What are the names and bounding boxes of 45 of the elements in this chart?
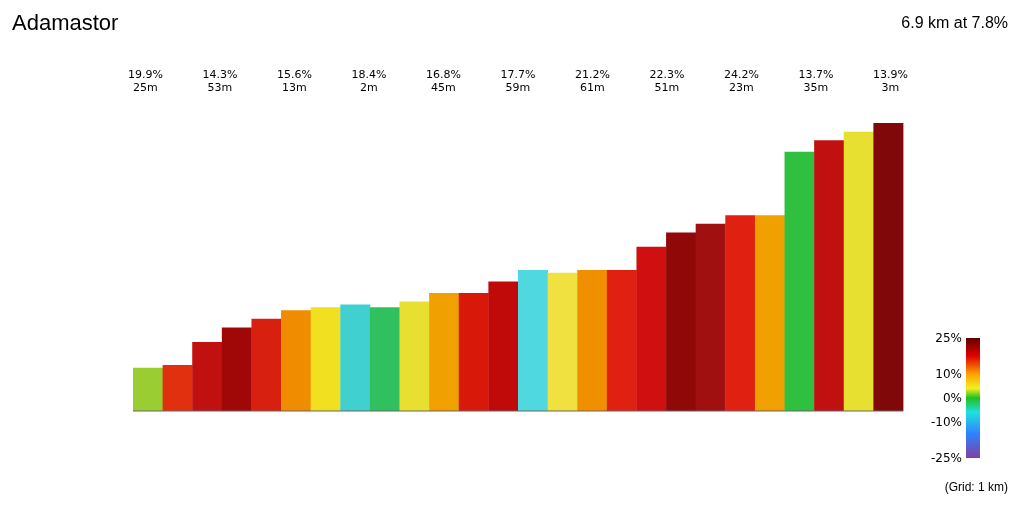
text: 6.9 km at 7.8% [901, 14, 1008, 32]
bar [429, 292, 460, 411]
text: 21.2% 61m [575, 68, 610, 94]
bar [458, 292, 489, 411]
bar [636, 246, 667, 411]
bar [784, 151, 815, 411]
bar [488, 281, 519, 411]
text: (Grid: 1 km) [944, 480, 1008, 494]
bar [192, 341, 223, 411]
color-bar-label: -10% [930, 415, 962, 430]
text: 14.3% 53m [202, 68, 238, 94]
bar [814, 140, 845, 411]
color-bar-label: 0% [942, 391, 962, 406]
bar [340, 304, 371, 411]
text: 13.7% 35m [798, 68, 834, 94]
text: 19.9% 25m [128, 68, 163, 94]
text: 13.9% 3m [873, 68, 908, 94]
bar [162, 364, 193, 411]
bar [369, 307, 400, 411]
text: 15.6% 13m [277, 68, 312, 94]
bar [873, 123, 904, 411]
bar [725, 215, 756, 411]
color-bar-label: 25% [935, 331, 962, 346]
text: 24.2% 23m [724, 68, 759, 94]
bar [518, 269, 548, 411]
text: 18.4% 2m [351, 68, 387, 94]
chart-title: Adamastor [12, 10, 119, 36]
bar [577, 269, 608, 411]
bar [754, 215, 785, 411]
color-bar-label: 10% [935, 367, 962, 382]
bar [666, 232, 697, 411]
bar [310, 307, 341, 411]
bar [547, 272, 578, 411]
bar [399, 301, 430, 411]
bar [133, 367, 163, 411]
bar [843, 131, 874, 411]
bar [221, 327, 252, 411]
bar [251, 318, 282, 411]
bar [695, 223, 726, 411]
bar [606, 269, 637, 411]
text: 17.7% 59m [500, 68, 536, 94]
text: 16.8% 45m [426, 68, 461, 94]
color-bar-label: -25% [930, 451, 962, 466]
bar [281, 310, 312, 411]
text: 22.3% 51m [649, 68, 685, 94]
